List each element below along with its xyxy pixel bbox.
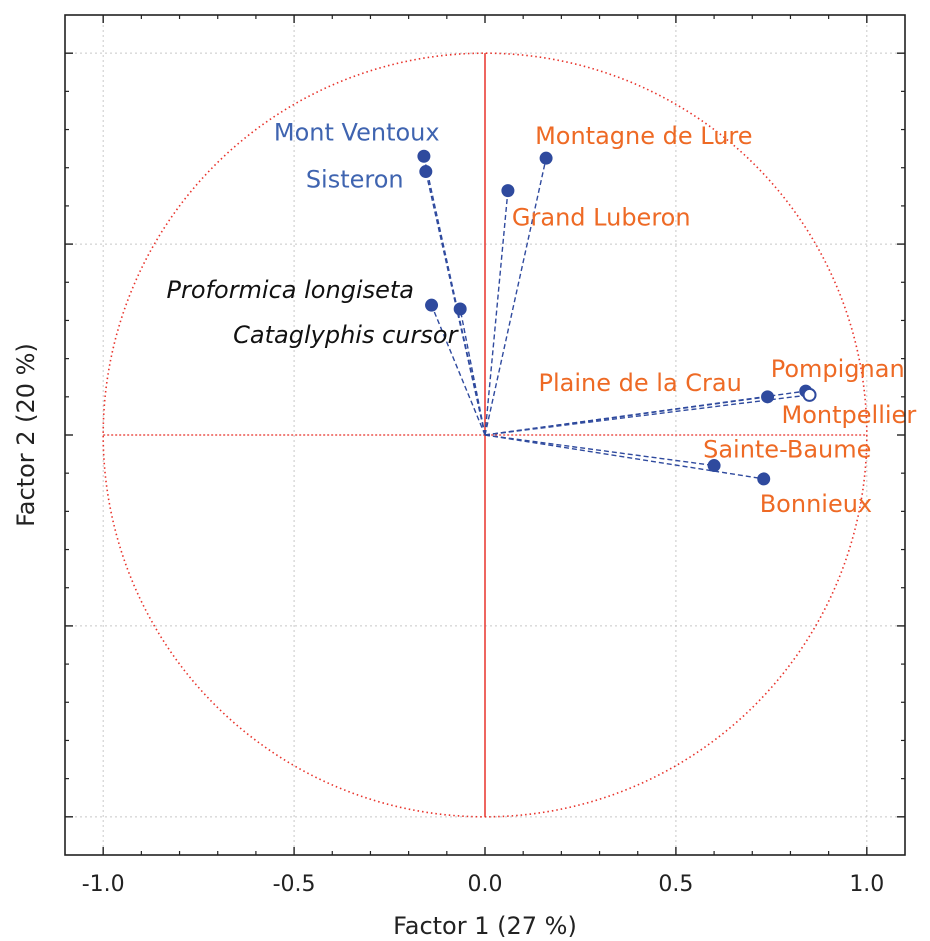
data-point — [757, 472, 771, 486]
data-point — [425, 298, 439, 312]
data-point — [761, 390, 775, 404]
vector-line — [484, 190, 509, 436]
data-point — [417, 149, 431, 163]
x-tick-label: 1.0 — [849, 872, 884, 897]
point-label: Plaine de la Crau — [539, 369, 742, 397]
point-label: Cataglyphis cursor — [233, 321, 459, 349]
x-tick-label: -1.0 — [82, 872, 125, 897]
vector-line — [484, 394, 810, 436]
data-point — [501, 184, 515, 198]
point-label: Montpellier — [782, 401, 917, 429]
vector-line — [484, 434, 715, 467]
point-label: Sisteron — [306, 166, 404, 194]
vector-line — [484, 158, 547, 436]
data-point — [707, 459, 721, 473]
point-label: Montagne de Lure — [535, 122, 752, 150]
data-points — [417, 149, 817, 486]
x-axis-title: Factor 1 (27 %) — [393, 912, 577, 940]
data-point — [419, 165, 433, 179]
point-label: Pompignan — [771, 355, 905, 383]
axis-ticks: -1.0 -0.5 0.0 0.5 1.0 — [65, 15, 905, 897]
vector-line — [425, 171, 486, 436]
x-tick-label: 0.5 — [658, 872, 693, 897]
vector-line — [430, 304, 486, 436]
point-label: Grand Luberon — [512, 204, 691, 232]
point-label: Proformica longiseta — [167, 276, 414, 304]
vector-line — [459, 308, 486, 436]
point-label: Mont Ventoux — [274, 118, 440, 146]
x-tick-label: 0.0 — [468, 872, 503, 897]
data-point — [453, 302, 467, 316]
point-label: Sainte-Baume — [703, 436, 871, 464]
vector-line — [484, 434, 764, 480]
loading-vectors — [423, 156, 810, 480]
data-point — [802, 387, 817, 402]
x-tick-label: -0.5 — [273, 872, 316, 897]
point-label: Bonnieux — [760, 490, 872, 518]
y-axis-title: Factor 2 (20 %) — [12, 343, 40, 527]
data-point — [539, 151, 553, 165]
point-labels: Mont Ventoux Sisteron Montagne de Lure Gran… — [167, 118, 917, 518]
